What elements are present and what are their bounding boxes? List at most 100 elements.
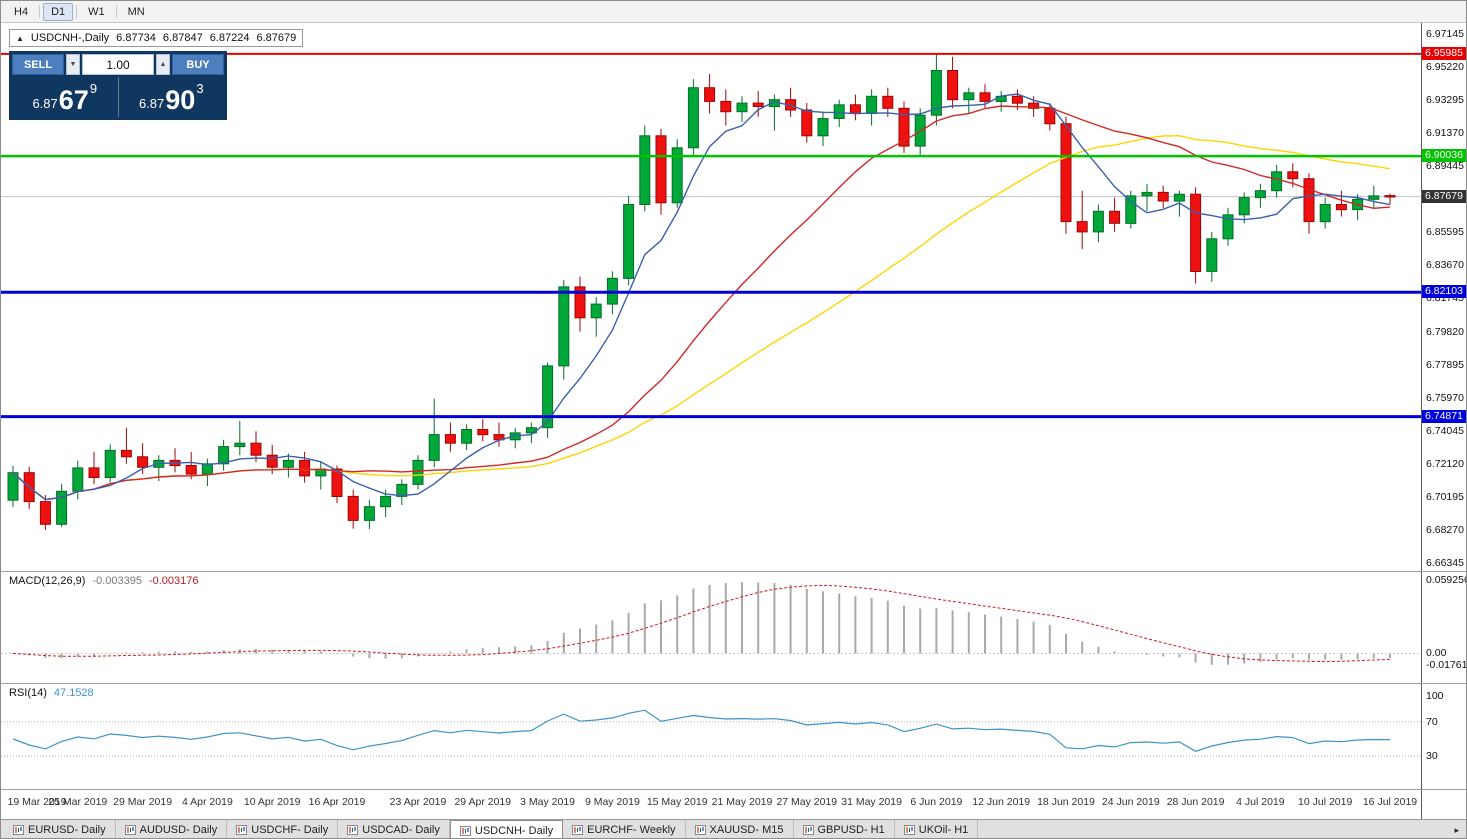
panel-separator[interactable]: [1, 571, 1466, 572]
chart-tab-ukoil-h1[interactable]: UKOil- H1: [894, 820, 979, 838]
date-label: 18 Jun 2019: [1037, 796, 1095, 808]
chart-tab-icon: [572, 825, 584, 835]
bid-pips: 67: [58, 85, 89, 115]
chart-tab-icon: [459, 825, 471, 836]
chart-tab-icon: [124, 825, 136, 835]
tab-label: USDCNH- Daily: [474, 824, 554, 837]
date-label: 16 Apr 2019: [308, 796, 366, 808]
price-tick-label: 6.97145: [1426, 28, 1464, 40]
timeframe-d1-button[interactable]: D1: [43, 2, 74, 21]
tab-label: AUDUSD- Daily: [139, 824, 218, 836]
date-label: 19 Mar 2019: [7, 796, 67, 808]
chart-tab-icon: [694, 825, 706, 835]
price-tick-label: 6.68270: [1426, 523, 1464, 536]
date-label: 12 Jun 2019: [972, 796, 1031, 808]
price-tick-label: 6.79820: [1426, 325, 1464, 338]
ohlc-close: 6.87679: [256, 32, 297, 44]
timeframe-w1-button[interactable]: W1: [88, 5, 105, 18]
price-tick-label: 6.74045: [1426, 424, 1464, 437]
tab-label: UKOil- H1: [918, 824, 969, 836]
ohlc-high: 6.87847: [162, 32, 203, 44]
price-tick-label: 6.72120: [1426, 457, 1464, 470]
date-label: 23 Apr 2019: [389, 796, 447, 808]
toolbar-separator: [39, 5, 41, 18]
date-label: 29 Mar 2019: [113, 796, 173, 808]
date-label: 31 May 2019: [841, 796, 902, 808]
chart-tab-xauusd-m15[interactable]: XAUUSD- M15: [685, 820, 794, 838]
date-label: 25 Mar 2019: [48, 796, 108, 808]
one-click-toggle-icon[interactable]: ▲: [16, 33, 24, 43]
rsi-label: RSI(14) 47.1528: [9, 687, 101, 699]
chart-tab-usdcnh-daily[interactable]: USDCNH- Daily: [449, 820, 564, 838]
macd-signal-line: [12, 584, 1391, 663]
current-price-badge: 6.87679: [1422, 189, 1466, 203]
buy-button[interactable]: BUY: [172, 54, 224, 75]
date-label: 21 May 2019: [711, 796, 773, 808]
chart-tab-usdchf-daily[interactable]: USDCHF- Daily: [227, 820, 339, 838]
toolbar-separator: [76, 5, 78, 18]
chart-symbol-period: USDCNH-,Daily: [30, 32, 110, 44]
chart-window[interactable]: ▲ USDCNH-,Daily 6.87734 6.87847 6.87224 …: [1, 23, 1467, 819]
rsi-line: [12, 709, 1391, 752]
time-axis[interactable]: 19 Mar 2019 25 Mar 2019 29 Mar 2019 4 Apr 2…: [1, 790, 1421, 818]
price-level-badge: 6.74871: [1422, 409, 1466, 423]
macd-value-main: -0.003395: [92, 575, 142, 587]
ask-pips: 90: [165, 85, 196, 115]
volume-input[interactable]: [82, 54, 154, 75]
date-label: 4 Apr 2019: [181, 796, 233, 808]
price-tick-label: 6.91370: [1426, 127, 1464, 140]
chart-tab-icon: [347, 825, 359, 835]
ma-6-line: [12, 93, 1391, 501]
main-chart-panel[interactable]: [1, 23, 1421, 571]
ask-price-button[interactable]: 6.87 90 3: [119, 77, 225, 117]
macd-axis-zero: 0.00: [1426, 647, 1447, 660]
sell-button[interactable]: SELL: [12, 54, 64, 75]
chart-tab-gbpusd-h1[interactable]: GBPUSD- H1: [793, 820, 895, 838]
panel-separator[interactable]: [1, 789, 1466, 790]
price-tick-label: 6.70195: [1426, 490, 1464, 503]
macd-panel[interactable]: [1, 572, 1421, 683]
rsi-axis-label: 100: [1426, 690, 1444, 702]
timeframe-h4-button[interactable]: H4: [14, 5, 29, 18]
price-level-badge: 6.90036: [1422, 149, 1466, 163]
chart-tab-eurchf-weekly[interactable]: EURCHF- Weekly: [563, 820, 686, 838]
date-label: 27 May 2019: [776, 796, 838, 808]
price-level-badge: 6.95985: [1422, 46, 1466, 60]
macd-axis-top: 0.059256: [1426, 574, 1467, 586]
rsi-value: 47.1528: [53, 687, 94, 699]
volume-increase-button[interactable]: ▲: [156, 54, 170, 75]
bid-ask-row: 6.87 67 9 6.87 90 3: [12, 77, 224, 117]
date-label: 16 Jul 2019: [1362, 796, 1418, 808]
date-label: 29 Apr 2019: [454, 796, 512, 808]
rsi-axis-label: 70: [1426, 715, 1438, 728]
chart-tab-audusd-daily[interactable]: AUDUSD- Daily: [115, 820, 228, 838]
one-click-trading-panel: SELL ▼ ▲ BUY 6.87 67 9 6.87 90 3: [9, 51, 227, 120]
ohlc-low: 6.87224: [209, 32, 250, 44]
panel-separator[interactable]: [1, 683, 1466, 684]
ma-34-line: [12, 134, 1391, 501]
chart-tab-icon: [802, 825, 814, 835]
ohlc-open: 6.87734: [116, 32, 156, 44]
tab-label: GBPUSD- H1: [817, 824, 885, 836]
ask-point: 3: [196, 81, 204, 96]
price-tick-label: 6.83670: [1426, 259, 1464, 272]
date-label: 10 Apr 2019: [243, 796, 301, 808]
timeframe-mn-button[interactable]: MN: [127, 5, 145, 18]
ma-20-line: [12, 105, 1391, 501]
chart-tab-icon: [236, 825, 248, 835]
bid-point: 9: [89, 81, 98, 96]
bid-price-button[interactable]: 6.87 67 9: [12, 77, 119, 117]
macd-axis-bottom: -0.01761: [1426, 658, 1467, 671]
toolbar-separator: [115, 5, 117, 18]
chart-tab-usdcad-daily[interactable]: USDCAD- Daily: [338, 820, 450, 838]
volume-decrease-button[interactable]: ▼: [66, 54, 80, 75]
rsi-name: RSI(14): [9, 687, 47, 699]
chart-tab-icon: [903, 825, 915, 835]
chart-tab-eurusd-daily[interactable]: EURUSD- Daily: [4, 820, 116, 838]
rsi-panel[interactable]: [1, 684, 1421, 789]
timeframe-toolbar: H4 D1 W1 MN: [1, 1, 1466, 23]
date-label: 24 Jun 2019: [1101, 796, 1160, 808]
tab-scroll-right-icon[interactable]: ▸: [1454, 824, 1459, 835]
tab-label: USDCAD- Daily: [362, 824, 440, 836]
